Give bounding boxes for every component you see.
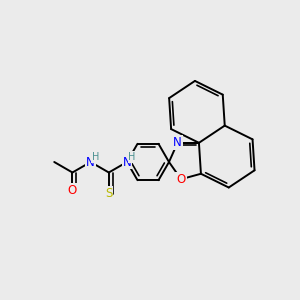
Text: O: O (176, 173, 186, 186)
Text: O: O (68, 184, 77, 197)
Text: H: H (128, 152, 136, 162)
Text: N: N (123, 155, 131, 169)
Text: H: H (92, 152, 99, 162)
Text: N: N (86, 155, 95, 169)
Text: N: N (173, 136, 182, 149)
Text: S: S (105, 187, 112, 200)
